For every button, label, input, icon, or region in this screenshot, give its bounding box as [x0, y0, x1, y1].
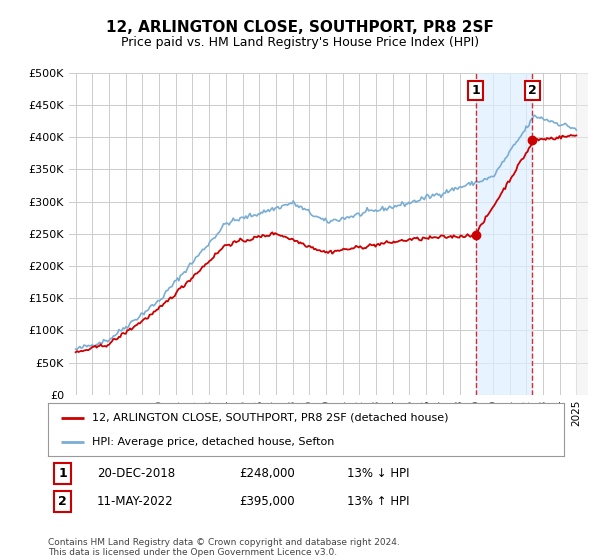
Text: 11-MAY-2022: 11-MAY-2022 [97, 495, 173, 508]
Text: 1: 1 [58, 467, 67, 480]
Text: 12, ARLINGTON CLOSE, SOUTHPORT, PR8 2SF (detached house): 12, ARLINGTON CLOSE, SOUTHPORT, PR8 2SF … [92, 413, 448, 423]
Bar [476, 73, 532, 395]
Text: 1: 1 [471, 84, 480, 97]
Text: 13% ↓ HPI: 13% ↓ HPI [347, 467, 410, 480]
Bar [577, 73, 593, 395]
Text: Contains HM Land Registry data © Crown copyright and database right 2024.
This d: Contains HM Land Registry data © Crown c… [48, 538, 400, 557]
Text: 13% ↑ HPI: 13% ↑ HPI [347, 495, 410, 508]
Text: HPI: Average price, detached house, Sefton: HPI: Average price, detached house, Seft… [92, 437, 334, 447]
Text: £248,000: £248,000 [239, 467, 295, 480]
Text: Price paid vs. HM Land Registry's House Price Index (HPI): Price paid vs. HM Land Registry's House … [121, 36, 479, 49]
Text: 12, ARLINGTON CLOSE, SOUTHPORT, PR8 2SF: 12, ARLINGTON CLOSE, SOUTHPORT, PR8 2SF [106, 20, 494, 35]
Text: £395,000: £395,000 [239, 495, 295, 508]
Text: 2: 2 [528, 84, 537, 97]
Text: 2: 2 [58, 495, 67, 508]
Text: 20-DEC-2018: 20-DEC-2018 [97, 467, 175, 480]
